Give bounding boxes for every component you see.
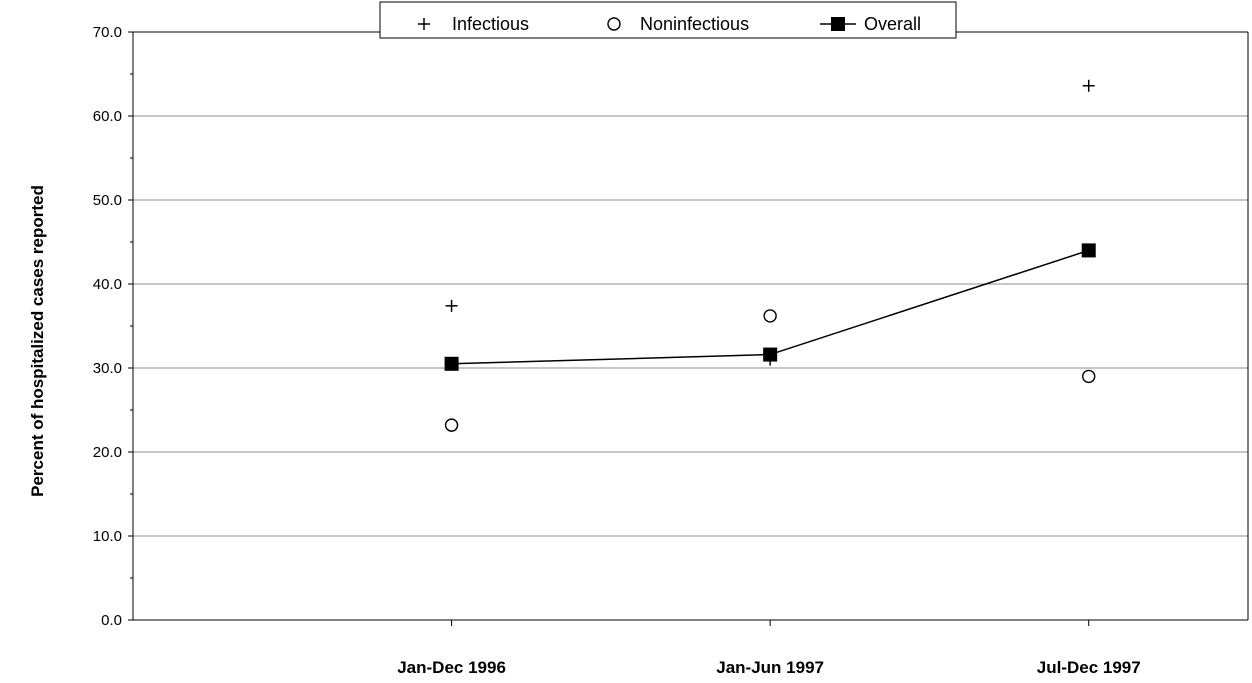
point-noninfectious (1082, 369, 1096, 384)
y-axis-ticks: 0.0 10.0 20.0 30.0 40.0 50.0 60.0 70.0 (93, 24, 133, 629)
legend-label-overall: Overall (864, 14, 921, 34)
legend-marker-noninfectious (607, 17, 621, 31)
x-category-label: Jan-Dec 1996 (397, 658, 506, 677)
point-noninfectious (763, 309, 777, 323)
point-infectious (1082, 79, 1095, 92)
x-axis-ticks: Jan-Dec 1996 Jan-Jun 1997 Jul-Dec 1997 (397, 620, 1141, 677)
point-noninfectious (444, 418, 459, 432)
axes (132, 31, 1249, 621)
x-category-label: Jan-Jun 1997 (716, 658, 824, 677)
series-overall (444, 243, 1096, 371)
legend-marker-overall (831, 17, 845, 31)
series-line-overall (451, 249, 1089, 365)
gridlines (133, 31, 1248, 537)
legend-item-noninfectious: Noninfectious (607, 14, 749, 34)
legend: Infectious Noninfectious Overall (379, 1, 957, 39)
point-overall (444, 356, 459, 371)
point-overall (763, 347, 778, 362)
legend-box (379, 1, 957, 39)
series-layer (444, 79, 1096, 432)
legend-label-noninfectious: Noninfectious (640, 14, 749, 34)
point-overall (1081, 243, 1096, 258)
legend-label-infectious: Infectious (452, 14, 529, 34)
legend-marker-infectious (418, 18, 430, 30)
y-axis-title: Percent of hospitalized cases reported (28, 185, 47, 497)
y-tick-label: 50.0 (93, 192, 122, 209)
point-infectious (445, 299, 458, 312)
y-tick-label: 70.0 (93, 24, 122, 41)
legend-item-overall: Overall (820, 14, 921, 34)
y-tick-label: 20.0 (93, 444, 122, 461)
series-noninfectious (444, 309, 1096, 432)
y-tick-label: 40.0 (93, 276, 122, 293)
y-tick-label: 0.0 (101, 612, 122, 629)
y-tick-label: 10.0 (93, 528, 122, 545)
y-tick-label: 30.0 (93, 360, 122, 377)
x-category-label: Jul-Dec 1997 (1037, 658, 1141, 677)
legend-item-infectious: Infectious (418, 14, 529, 34)
series-infectious (445, 79, 1095, 366)
y-tick-label: 60.0 (93, 108, 122, 125)
